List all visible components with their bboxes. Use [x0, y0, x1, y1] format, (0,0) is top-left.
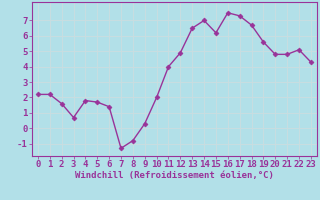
X-axis label: Windchill (Refroidissement éolien,°C): Windchill (Refroidissement éolien,°C)	[75, 171, 274, 180]
